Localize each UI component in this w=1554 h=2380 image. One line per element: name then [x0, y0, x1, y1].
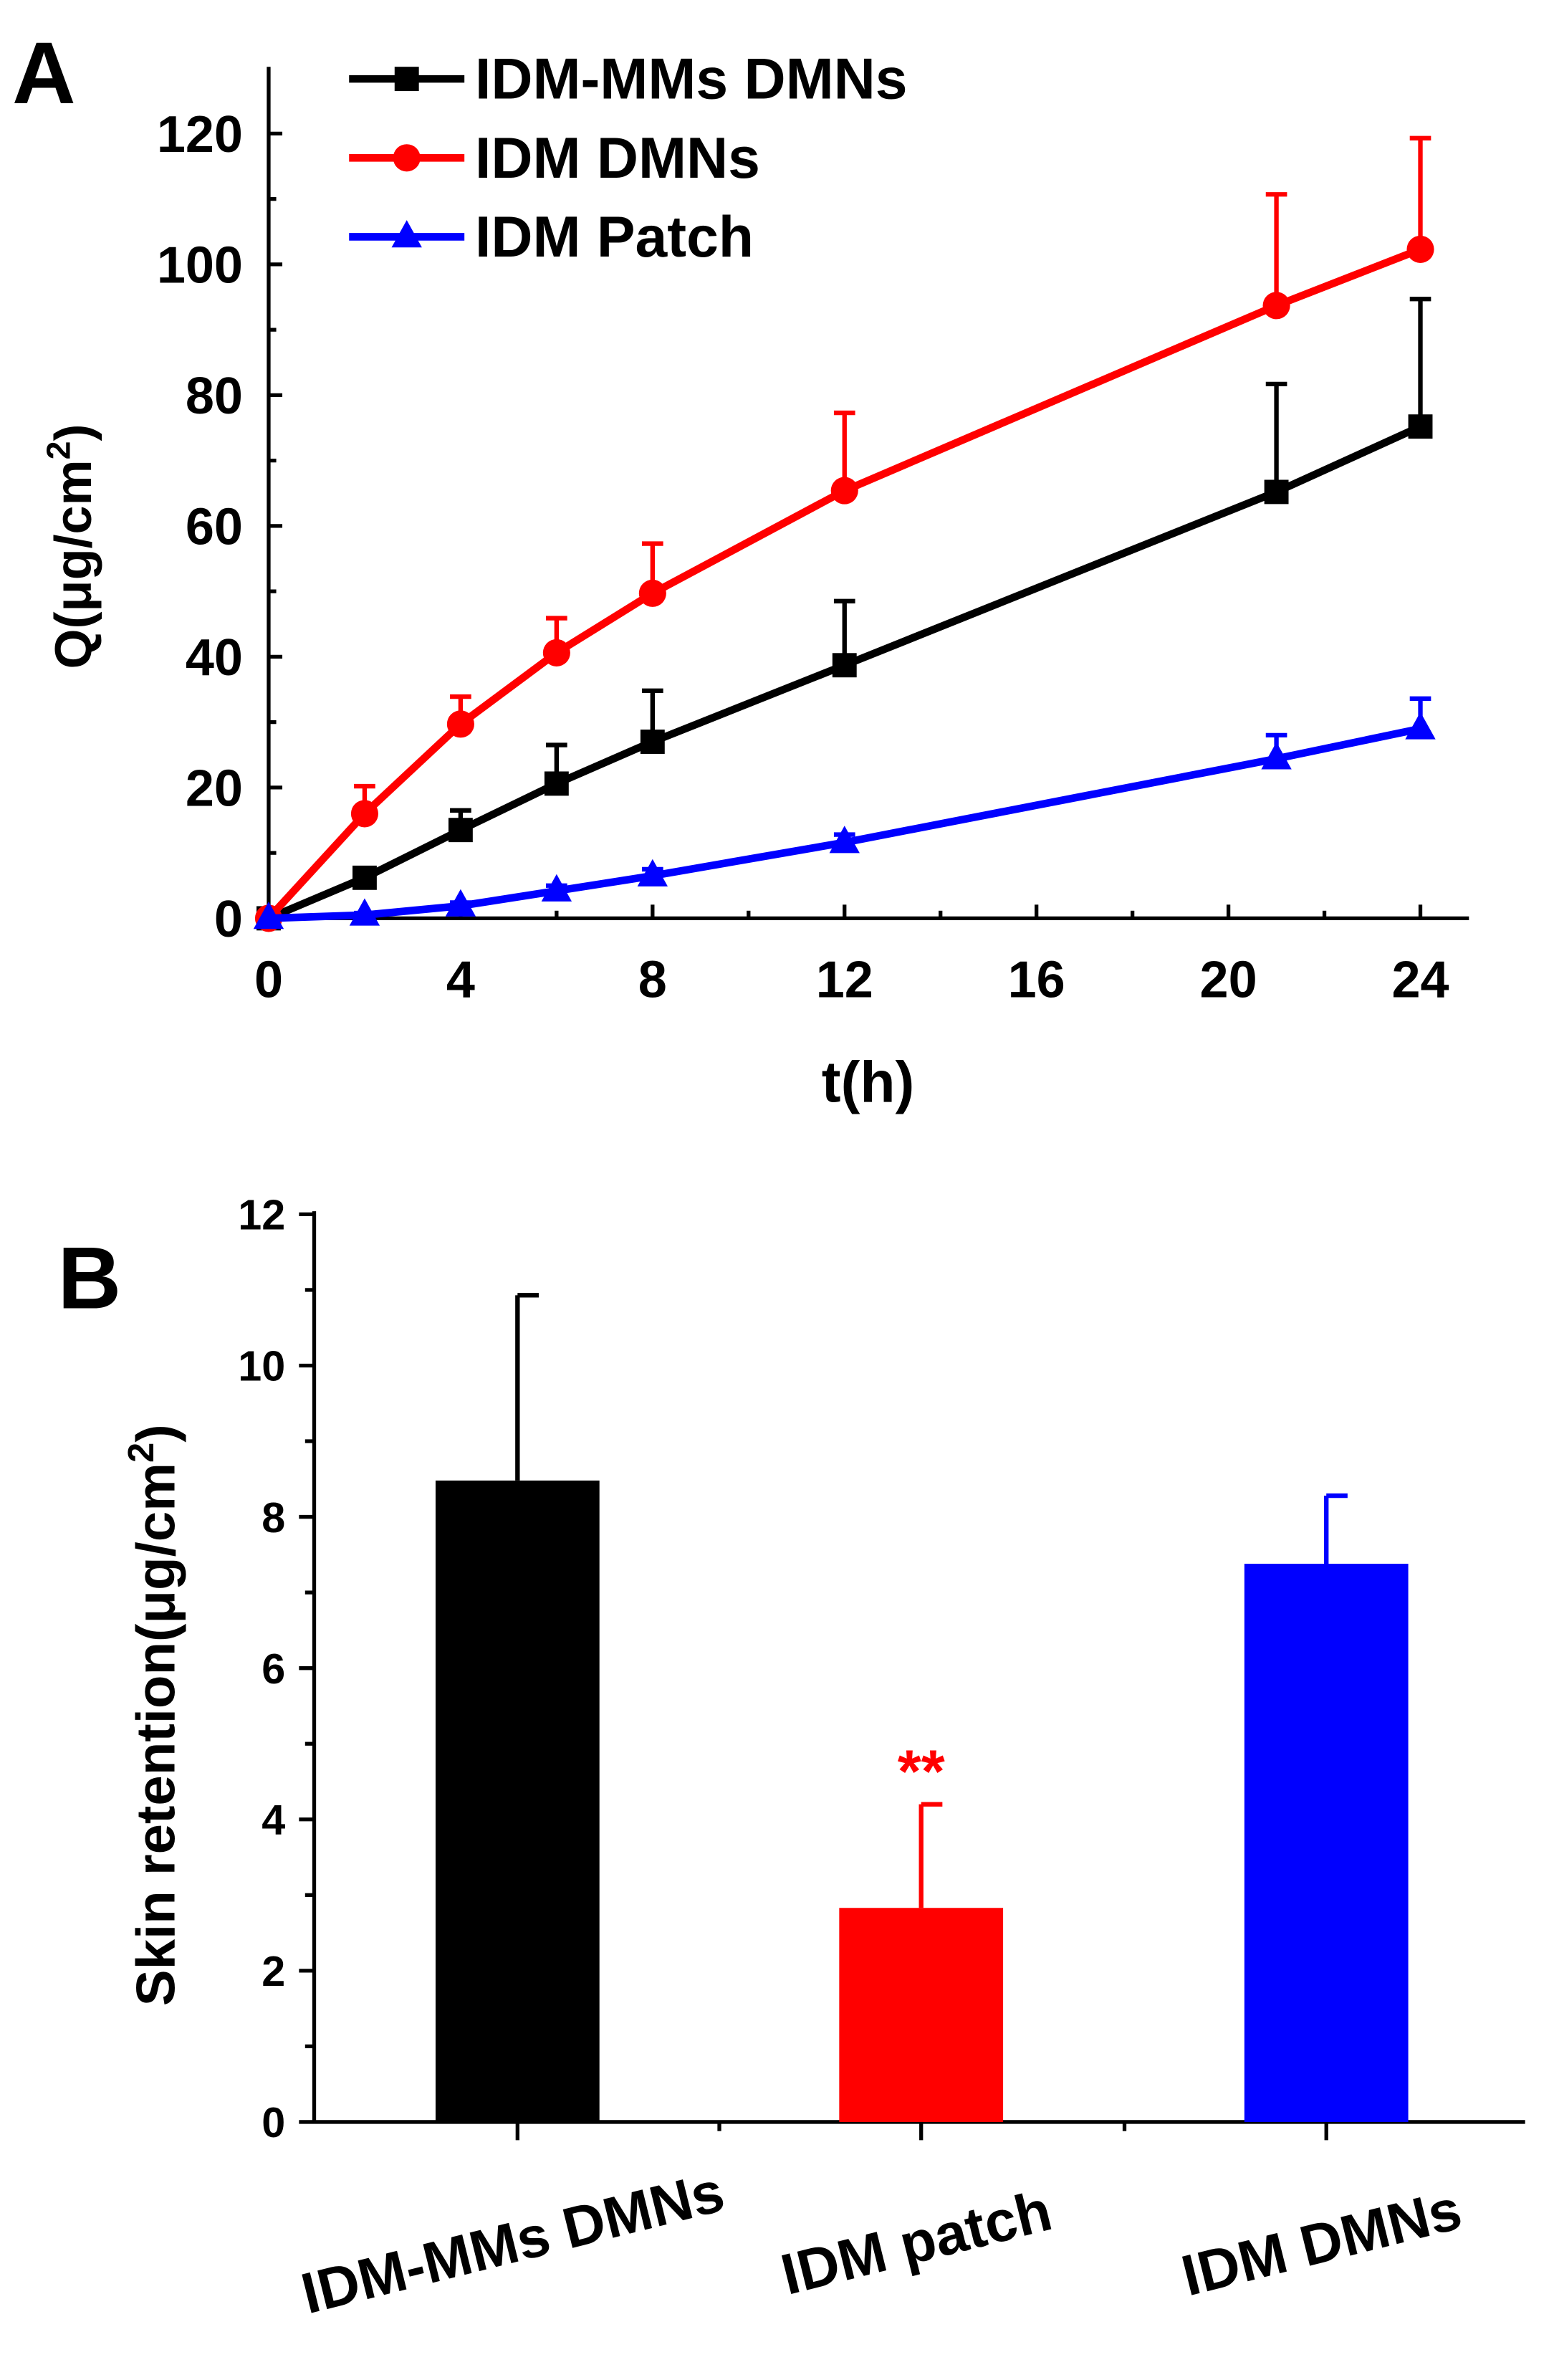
data-point — [352, 865, 377, 890]
data-point — [542, 639, 570, 666]
y-tick-label: 2 — [262, 1947, 285, 1995]
data-point — [829, 826, 860, 854]
legend: IDM-MMs DMNs IDM DMNs IDM Patch — [349, 47, 908, 269]
y-tick-label: 6 — [262, 1645, 285, 1693]
x-tick-label: IDM-MMs DMNs — [295, 2159, 730, 2326]
data-point — [349, 898, 380, 926]
x-tick-label: 8 — [638, 952, 667, 1009]
data-point — [541, 874, 572, 902]
data-point — [448, 818, 473, 843]
x-tick-label: 12 — [816, 952, 873, 1009]
bar-group: IDM patch ** — [775, 1737, 1058, 2308]
data-point — [832, 653, 857, 678]
data-point — [445, 889, 476, 917]
legend-label: IDM-MMs DMNs — [475, 47, 907, 112]
y-axis-label-b: Skin retention(μg/cm2) — [120, 1424, 187, 2006]
x-axis-label: t(h) — [822, 1051, 915, 1115]
legend-item: IDM-MMs DMNs — [349, 47, 908, 112]
x-tick-label: 20 — [1200, 952, 1257, 1009]
panel-label-b: B — [58, 1230, 122, 1328]
y-tick-label: 0 — [262, 2098, 285, 2146]
series-line — [266, 245, 1422, 921]
legend-item: IDM DMNs — [349, 126, 760, 191]
y-tick-label: 120 — [157, 106, 243, 163]
panel-a: A 0 4 8 12 16 20 24 0 20 40 60 80 100 120 IDM-MMs DMN… — [12, 24, 1469, 1115]
data-point — [1262, 292, 1290, 320]
x-tick-label: 16 — [1008, 952, 1065, 1009]
bar-group: IDM-MMs DMNs — [295, 1293, 730, 2326]
y-tick-label: 60 — [186, 498, 243, 555]
data-point — [446, 710, 474, 738]
data-point — [544, 771, 569, 796]
x-tick-label: IDM DMNs — [1176, 2177, 1468, 2309]
y-tick-label: 0 — [214, 891, 243, 948]
y-tick-label: 100 — [157, 236, 243, 294]
data-point — [1405, 712, 1436, 740]
series-line — [267, 423, 1422, 922]
legend-marker — [393, 144, 421, 172]
y-tick-label: 80 — [186, 368, 243, 425]
data-point — [638, 579, 666, 607]
legend-marker — [391, 220, 422, 248]
data-point — [253, 902, 284, 929]
x-tick-label: 24 — [1391, 952, 1449, 1009]
y-tick-label: 10 — [238, 1342, 285, 1390]
legend-label: IDM Patch — [475, 205, 754, 269]
data-point — [1406, 235, 1434, 263]
data-point — [350, 800, 378, 828]
legend-marker — [394, 67, 419, 92]
y-tick-label: 4 — [262, 1796, 285, 1844]
x-tick-label: IDM patch — [775, 2178, 1058, 2307]
bar — [1244, 1564, 1409, 2122]
series-idm-dmns — [254, 135, 1434, 932]
data-point — [830, 477, 858, 505]
data-point — [1264, 479, 1289, 505]
x-tick-label: 4 — [446, 952, 475, 1009]
legend-item: IDM Patch — [349, 205, 754, 269]
series-idm-patch — [253, 696, 1436, 929]
significance-annotation: ** — [898, 1737, 945, 1805]
y-tick-label: 12 — [238, 1191, 285, 1239]
panel-label-a: A — [12, 24, 76, 123]
y-tick-label: 20 — [186, 760, 243, 817]
x-tick-label: 0 — [254, 952, 283, 1009]
series-line — [268, 725, 1421, 922]
data-point — [1408, 414, 1433, 439]
bar-group: IDM DMNs — [1176, 1493, 1468, 2309]
panel-b: B 0 2 4 6 8 10 12 IDM-MMs DMNs IDM patch ** IDM D… — [58, 1191, 1525, 2326]
data-point — [1261, 742, 1292, 770]
y-axis-label: Q(μg/cm2) — [40, 424, 103, 669]
data-point — [637, 859, 668, 886]
y-tick-label: 40 — [186, 629, 243, 687]
legend-label: IDM DMNs — [475, 126, 760, 191]
bar — [435, 1480, 600, 2122]
bar — [839, 1908, 1004, 2122]
data-point — [640, 730, 665, 754]
y-tick-label: 8 — [262, 1494, 285, 1542]
